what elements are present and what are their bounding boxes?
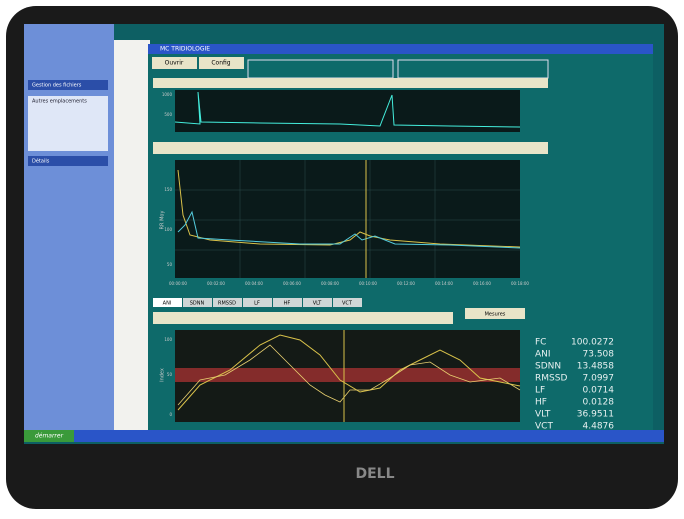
tab-label: RMSSD bbox=[218, 301, 236, 307]
tab-label: HF bbox=[284, 301, 291, 307]
plot-area bbox=[175, 160, 520, 278]
button[interactable] bbox=[152, 57, 197, 69]
stat-label: ANI bbox=[535, 350, 551, 360]
stat-label: FC bbox=[535, 338, 546, 348]
x-tick-label: 00:10:00 bbox=[359, 281, 377, 286]
stat-value: 100.0272 bbox=[571, 338, 614, 348]
x-tick-label: 00:02:00 bbox=[207, 281, 225, 286]
tab[interactable] bbox=[213, 298, 242, 307]
title-bar bbox=[148, 44, 653, 54]
x-tick-label: 00:00:00 bbox=[169, 281, 187, 286]
x-tick-label: 00:12:00 bbox=[397, 281, 415, 286]
stat-value: 13.4858 bbox=[577, 362, 614, 372]
x-tick-label: 00:14:00 bbox=[435, 281, 453, 286]
start-label: démarrer bbox=[35, 433, 64, 440]
section-title: Autres emplacements bbox=[32, 99, 87, 105]
trace bbox=[177, 344, 521, 406]
tab-label: VCT bbox=[342, 301, 353, 307]
tab-label: LF bbox=[254, 301, 260, 307]
tab[interactable] bbox=[273, 298, 302, 307]
explorer-panel bbox=[24, 24, 114, 434]
grid bbox=[175, 160, 520, 278]
y-tick-label: 100 bbox=[164, 337, 172, 342]
reference-band bbox=[175, 368, 520, 382]
toolbar bbox=[153, 78, 548, 88]
y-axis-label: Index bbox=[160, 368, 166, 382]
y-tick-label: 150 bbox=[164, 187, 172, 192]
toolbar bbox=[153, 142, 548, 154]
trace bbox=[177, 169, 521, 248]
tab[interactable] bbox=[243, 298, 272, 307]
stat-label: RMSSD bbox=[535, 374, 567, 384]
stat-value: 0.0128 bbox=[583, 398, 615, 408]
toolbar bbox=[153, 312, 453, 324]
stat-label: VLT bbox=[535, 410, 551, 420]
x-tick-label: 00:16:00 bbox=[473, 281, 491, 286]
button-label: Mesures bbox=[485, 312, 506, 318]
x-tick-label: 00:06:00 bbox=[283, 281, 301, 286]
taskbar bbox=[24, 430, 664, 442]
tab-label: VLT bbox=[313, 301, 323, 307]
stat-label: HF bbox=[535, 398, 547, 408]
trace bbox=[174, 91, 521, 128]
start-button[interactable] bbox=[24, 430, 74, 442]
button[interactable] bbox=[199, 57, 244, 69]
tab[interactable] bbox=[333, 298, 362, 307]
y-tick-label: 50 bbox=[167, 372, 173, 377]
stat-label: LF bbox=[535, 386, 545, 396]
y-tick-label: 0 bbox=[169, 412, 172, 417]
brand-logo: DELL bbox=[355, 466, 394, 482]
stat-label: VCT bbox=[535, 422, 553, 432]
stat-value: 0.0714 bbox=[583, 386, 615, 396]
button-label: Config bbox=[211, 60, 230, 67]
stat-value: 7.0997 bbox=[583, 374, 615, 384]
section-header bbox=[28, 156, 108, 166]
y-axis-label: RR Moy bbox=[160, 211, 166, 230]
stat-value: 73.508 bbox=[583, 350, 615, 360]
tab[interactable] bbox=[303, 298, 332, 307]
trace bbox=[177, 210, 521, 249]
stat-value: 4.4876 bbox=[583, 422, 615, 432]
tab[interactable] bbox=[183, 298, 212, 307]
section-title: Gestion des fichiers bbox=[32, 83, 82, 89]
x-tick-label: 00:18:00 bbox=[511, 281, 529, 286]
y-tick-label: 1000 bbox=[162, 92, 173, 97]
plot-area bbox=[175, 90, 520, 132]
stat-label: SDNN bbox=[535, 362, 561, 372]
trace bbox=[177, 334, 521, 411]
button-label: Ouvrir bbox=[165, 60, 184, 67]
window-title: MC TRIDIOLOGIE bbox=[160, 46, 210, 53]
section-box bbox=[28, 96, 108, 151]
tab-label: SDNN bbox=[190, 301, 205, 307]
y-tick-label: 50 bbox=[167, 262, 173, 267]
tab-label: ANI bbox=[163, 301, 172, 307]
section-header bbox=[28, 80, 108, 90]
y-tick-label: 100 bbox=[164, 227, 172, 232]
section-title: Détails bbox=[32, 158, 50, 165]
x-tick-label: 00:08:00 bbox=[321, 281, 339, 286]
tab[interactable] bbox=[153, 298, 182, 307]
x-tick-label: 00:04:00 bbox=[245, 281, 263, 286]
file-list bbox=[114, 40, 150, 434]
button[interactable] bbox=[465, 308, 525, 319]
stat-value: 36.9511 bbox=[577, 410, 614, 420]
y-tick-label: 500 bbox=[164, 112, 172, 117]
